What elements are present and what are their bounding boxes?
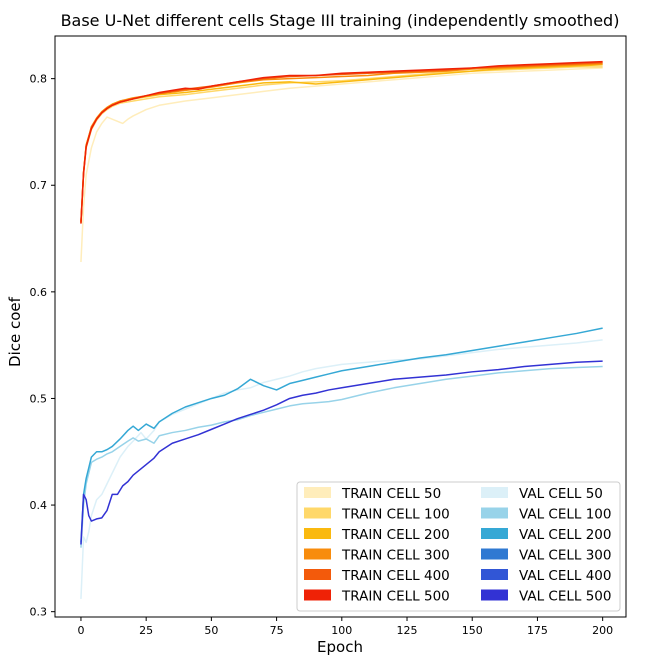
series-line-train-cell-100 — [80, 66, 603, 223]
legend-label: VAL CELL 400 — [519, 568, 611, 584]
legend: TRAIN CELL 50 TRAIN CELL 100 TRAIN CELL 20… — [296, 481, 621, 612]
y-tick-label: 0.5 — [30, 392, 48, 405]
series-line-train-cell-400 — [80, 61, 603, 222]
legend-label: TRAIN CELL 200 — [341, 527, 450, 543]
y-axis-ticks: 0.3 0.4 0.5 0.6 0.7 0.8 — [30, 73, 55, 619]
series-line-train-cell-300 — [80, 62, 603, 223]
x-tick-label: 125 — [397, 624, 418, 637]
legend-swatch — [481, 569, 508, 580]
legend-swatch — [481, 528, 508, 539]
x-tick-label: 100 — [331, 624, 352, 637]
legend-swatch — [304, 569, 331, 580]
x-tick-label: 150 — [462, 624, 483, 637]
legend-swatch — [304, 548, 331, 560]
series-layer — [80, 60, 603, 599]
x-tick-label: 75 — [270, 624, 284, 637]
legend-label: VAL CELL 500 — [519, 589, 611, 605]
series-line-val-cell-100 — [80, 365, 603, 548]
x-tick-label: 200 — [592, 624, 613, 637]
legend-swatch — [481, 589, 508, 601]
legend-label: TRAIN CELL 50 — [341, 486, 441, 502]
series-line-val-cell-500 — [80, 360, 603, 545]
x-tick-label: 25 — [139, 624, 153, 637]
y-tick-label: 0.7 — [30, 179, 48, 192]
series-line-train-cell-50 — [80, 67, 603, 263]
legend-label: VAL CELL 100 — [519, 507, 611, 523]
x-axis-ticks: 0 25 50 75 100 125 150 175 200 — [77, 617, 613, 637]
legend-swatch — [304, 507, 331, 519]
legend-label: TRAIN CELL 100 — [341, 507, 450, 523]
legend-label: VAL CELL 200 — [519, 527, 611, 543]
plot-frame — [54, 35, 627, 618]
legend-label: VAL CELL 300 — [519, 548, 611, 564]
legend-label: TRAIN CELL 300 — [341, 548, 450, 564]
y-tick-label: 0.6 — [30, 286, 48, 299]
x-tick-label: 175 — [527, 624, 548, 637]
y-tick-label: 0.4 — [30, 499, 48, 512]
y-tick-label: 0.8 — [30, 73, 48, 86]
series-line-train-cell-500 — [80, 60, 603, 224]
legend-swatch — [481, 487, 508, 498]
legend-swatch — [304, 528, 331, 539]
x-tick-label: 0 — [77, 624, 84, 637]
legend-label: TRAIN CELL 500 — [341, 589, 450, 605]
legend-swatch — [481, 548, 508, 560]
legend-label: VAL CELL 50 — [519, 486, 603, 502]
legend-swatch — [304, 487, 331, 498]
legend-label: TRAIN CELL 400 — [341, 568, 450, 584]
x-axis-label: Epoch — [317, 638, 363, 656]
y-axis-label: Dice coef — [6, 296, 24, 367]
y-tick-label: 0.3 — [30, 606, 48, 619]
series-line-val-cell-50 — [80, 339, 603, 599]
series-line-train-cell-200 — [80, 64, 603, 223]
x-tick-label: 50 — [204, 624, 218, 637]
legend-swatch — [304, 589, 331, 601]
legend-swatch — [481, 507, 508, 519]
legend-box — [296, 481, 621, 612]
chart-title: Base U-Net different cells Stage III tra… — [61, 11, 620, 30]
series-line-val-cell-200 — [80, 327, 603, 543]
